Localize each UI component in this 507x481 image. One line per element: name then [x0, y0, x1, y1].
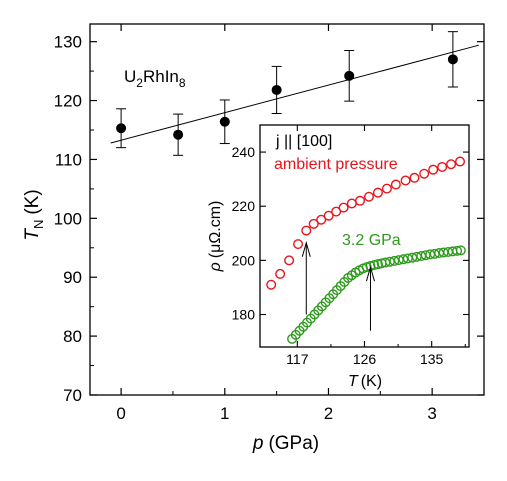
compound-annotation: U2RhIn8 [124, 67, 186, 90]
inset-plot-frame [259, 124, 470, 348]
main-y-tick-label: 110 [55, 150, 82, 169]
ambient-pressure-point [409, 172, 420, 183]
ambient-pressure-point [372, 187, 383, 198]
ambient-pressure-point [275, 268, 286, 279]
compound-mid: RhIn [143, 67, 179, 86]
main-y-tick-label: 90 [63, 268, 82, 287]
main-y-axis-unit: (K) [22, 189, 43, 214]
inset-y-ticks: 180 200 220 240 [232, 144, 469, 323]
ambient-pressure-point [419, 168, 430, 179]
transition-arrow-head [301, 240, 311, 257]
ambient-pressure-point [293, 239, 304, 250]
inset-header: j || [100] [275, 133, 332, 150]
inset-y-tick-label: 220 [232, 198, 256, 214]
main-fit-line-group [110, 44, 479, 144]
main-y-axis-symbol: T [22, 228, 43, 241]
ambient-pressure-point [390, 179, 401, 190]
legend-3-2-gpa: 3.2 GPa [342, 232, 401, 249]
main-x-tick-label: 0 [116, 404, 125, 423]
main-x-tick-label: 1 [220, 404, 229, 423]
gpa-3-2-point [369, 259, 380, 270]
ambient-pressure-point [446, 159, 457, 170]
inset-x-axis-label: T (K) [348, 373, 382, 390]
main-x-axis-unit: (GPa) [268, 433, 319, 454]
inset-y-tick-label: 200 [232, 252, 256, 268]
inset-y-tick-label: 240 [232, 144, 256, 160]
ambient-pressure-point [331, 206, 342, 217]
inset-data-points [266, 156, 466, 344]
inset-y-axis-unit: (μΩ.cm) [207, 201, 224, 259]
fit-line [110, 44, 479, 144]
ambient-pressure-point [428, 164, 439, 175]
inset-y-axis-symbol: ρ [207, 262, 224, 272]
inset-x-tick-label: 135 [420, 351, 444, 367]
main-x-axis-symbol: p [252, 433, 264, 454]
ambient-pressure-point [381, 183, 392, 194]
main-y-tick-label: 80 [63, 327, 82, 346]
ambient-pressure-point [455, 156, 466, 167]
gpa-3-2-point [372, 259, 383, 270]
ambient-pressure-point [338, 202, 349, 213]
main-y-axis-label: TN (K) [22, 189, 46, 240]
gpa-3-2-point [452, 245, 463, 256]
ambient-pressure-point [323, 210, 334, 221]
inset-y-tick-label: 180 [232, 307, 256, 323]
ambient-pressure-point [355, 195, 366, 206]
inset-arrows [301, 240, 375, 331]
ambient-pressure-point [363, 191, 374, 202]
main-y-tick-label: 130 [54, 33, 82, 52]
compound-base: U [124, 67, 136, 86]
legend-ambient-pressure: ambient pressure [274, 156, 398, 173]
ambient-pressure-point [308, 218, 319, 229]
main-y-ticks: 70 80 90 100 110 120 130 [54, 33, 484, 405]
inset-x-axis-unit: (K) [361, 373, 382, 390]
inset-x-tick-label: 126 [353, 351, 377, 367]
ambient-pressure-point [400, 175, 411, 186]
inset-x-ticks: 117 126 135 [286, 125, 466, 367]
compound-sub1: 2 [136, 76, 143, 90]
main-x-axis-label: p (GPa) [252, 433, 319, 454]
ambient-pressure-point [316, 214, 327, 225]
main-y-axis-sub: N [31, 220, 46, 229]
compound-sub2: 8 [179, 76, 186, 90]
inset-y-axis-label: ρ (μΩ.cm) [207, 201, 224, 273]
data-point [219, 116, 230, 127]
main-y-tick-label: 100 [54, 209, 82, 228]
data-point [173, 129, 184, 140]
inset-x-axis-symbol: T [348, 373, 359, 390]
ambient-pressure-point [437, 161, 448, 172]
ambient-pressure-point [284, 255, 295, 266]
ambient-pressure-point [301, 225, 312, 236]
inset-x-tick-label: 117 [286, 351, 309, 367]
main-plot-frame [89, 23, 485, 396]
data-point [116, 123, 127, 134]
main-data-points [116, 31, 458, 156]
ambient-pressure-point [266, 279, 277, 290]
transition-arrow-head [365, 265, 375, 282]
main-x-ticks: 0 1 2 3 [116, 24, 437, 423]
inset-chart: 117 126 135 180 200 220 240 j || [100] ambien… [207, 124, 470, 390]
data-point [447, 54, 458, 65]
data-point [271, 84, 282, 95]
data-point [344, 70, 355, 81]
gpa-3-2-point [455, 245, 466, 256]
main-y-tick-label: 120 [54, 92, 82, 111]
main-x-tick-label: 3 [427, 404, 436, 423]
main-x-tick-label: 2 [324, 404, 333, 423]
main-y-tick-label: 70 [63, 386, 82, 405]
